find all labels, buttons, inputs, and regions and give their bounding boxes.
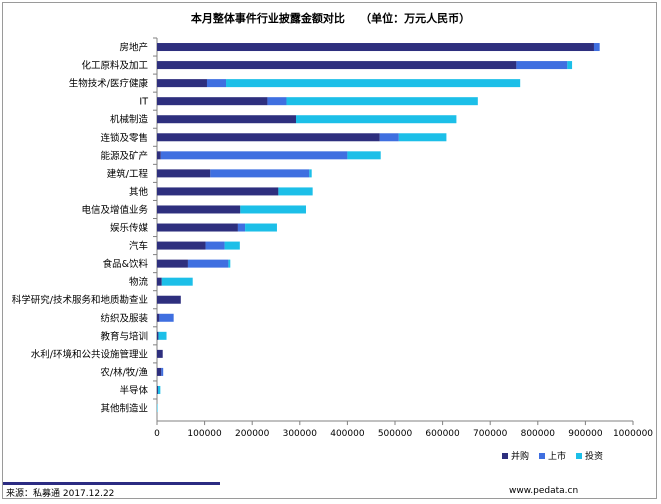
bar-segment (157, 43, 594, 52)
footer-url: www.pedata.cn (509, 486, 579, 496)
chart-frame (2, 2, 657, 499)
x-tick-label: 100000 (187, 429, 222, 439)
bar-segment (267, 97, 287, 106)
bar-segment (379, 133, 399, 142)
category-label: 水利/环境和公共设施管理业 (31, 348, 148, 360)
category-label: 能源及矿产 (100, 150, 148, 162)
bar-segment (187, 259, 229, 268)
bar-segment (160, 151, 348, 160)
legend-swatch (502, 453, 508, 459)
bar-segment (228, 259, 231, 268)
category-label: 其他 (129, 186, 149, 198)
bar-segment (516, 61, 568, 70)
bar-segment (157, 115, 296, 124)
bar-segment (157, 313, 160, 322)
bar-segment (158, 331, 167, 340)
category-label: 科学研究/技术服务和地质勘查业 (12, 294, 148, 306)
bar-segment (240, 205, 306, 214)
x-tick-label: 0 (154, 429, 160, 439)
bar-segment (157, 223, 238, 232)
category-label: 物流 (129, 276, 149, 288)
category-label: IT (139, 97, 148, 108)
category-label: 纺织及服装 (100, 312, 148, 324)
bar-segment (567, 61, 573, 70)
footer-source: 来源：私募通 2017.12.22 (6, 489, 115, 499)
x-tick-label: 600000 (425, 429, 460, 439)
x-tick-label: 200000 (235, 429, 270, 439)
bar-segment (157, 205, 241, 214)
bar-segment (157, 331, 159, 340)
bar-segment (226, 79, 521, 88)
bar-segment (157, 404, 158, 413)
bar-segment (161, 277, 193, 286)
bar-segment (309, 169, 312, 178)
bar-segment (237, 223, 246, 232)
legend-label: 投资 (585, 450, 603, 462)
category-label: 娱乐传媒 (110, 222, 149, 234)
bar-segment (347, 151, 381, 160)
category-label: 机械制造 (110, 114, 149, 126)
bar-segment (157, 241, 206, 250)
x-tick-label: 800000 (521, 429, 556, 439)
bar-segment (398, 133, 447, 142)
legend-swatch (576, 453, 582, 459)
bar-segment (157, 349, 163, 358)
footer-accent-bar (3, 482, 220, 485)
bar-segment (157, 295, 181, 304)
category-label: 生物技术/医疗健康 (69, 78, 149, 90)
bar-segment (157, 79, 207, 88)
category-label: 汽车 (129, 240, 148, 252)
bar-segment (245, 223, 277, 232)
bar-segment (157, 385, 158, 394)
bar-segment (206, 79, 227, 88)
bar-segment (157, 367, 162, 376)
bar-segment (157, 61, 517, 70)
bar-segment (210, 169, 310, 178)
bar-segment (157, 385, 161, 394)
x-tick-label: 700000 (473, 429, 508, 439)
bar-segment (205, 241, 225, 250)
category-label: 其他制造业 (100, 403, 148, 415)
bar-segment (161, 367, 164, 376)
bar-segment (157, 133, 380, 142)
bar-segment (159, 313, 174, 322)
legend-swatch (539, 453, 545, 459)
category-label: 建筑/工程 (107, 168, 149, 180)
bar-segment (278, 187, 313, 196)
x-tick-label: 300000 (283, 429, 318, 439)
legend-label: 并购 (511, 450, 529, 462)
category-label: 连锁及零售 (100, 132, 148, 144)
bar-segment (224, 241, 240, 250)
category-label: 教育与培训 (100, 330, 148, 342)
bar-segment (286, 97, 478, 106)
category-label: 农/林/牧/渔 (100, 366, 148, 378)
bar-segment (157, 97, 268, 106)
bar-segment (157, 277, 162, 286)
category-label: 化工原料及加工 (81, 60, 148, 72)
category-label: 食品&饮料 (103, 258, 149, 270)
bar-segment (157, 169, 211, 178)
x-tick-label: 900000 (568, 429, 603, 439)
x-tick-label: 1000000 (613, 429, 653, 439)
category-label: 房地产 (119, 42, 148, 54)
bar-segment (157, 151, 161, 160)
bar-segment (157, 187, 279, 196)
bar-segment (593, 43, 600, 52)
x-tick-label: 400000 (330, 429, 365, 439)
x-tick-label: 500000 (378, 429, 413, 439)
chart-title: 本月整体事件行业披露金额对比 （单位：万元人民币） (190, 12, 471, 25)
bar-segment (295, 115, 457, 124)
category-label: 半导体 (119, 384, 148, 396)
category-label: 电信及增值业务 (81, 204, 148, 216)
legend-label: 上市 (548, 450, 566, 462)
bar-segment (157, 259, 188, 268)
